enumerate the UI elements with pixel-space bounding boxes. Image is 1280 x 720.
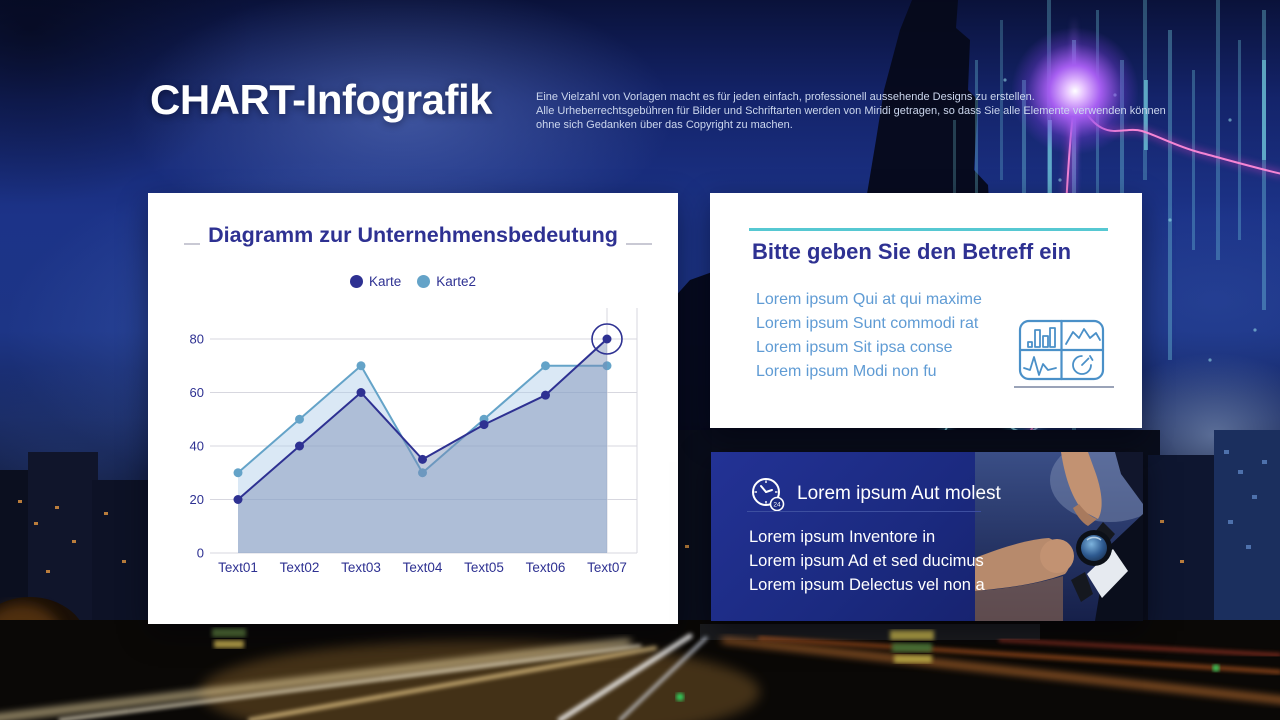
- svg-text:Text01: Text01: [218, 560, 258, 575]
- purple-lens-flare: [1012, 25, 1138, 157]
- wristwatch-photo: [975, 452, 1143, 621]
- accent-line: [749, 228, 1108, 231]
- header-description: Eine Vielzahl von Vorlagen macht es für …: [536, 90, 1166, 132]
- chart-title: Diagramm zur Unternehmensbedeutung: [148, 223, 678, 248]
- svg-text:Text04: Text04: [403, 560, 443, 575]
- chart-legend: Karte Karte2: [148, 274, 678, 289]
- svg-text:80: 80: [190, 332, 204, 347]
- svg-text:40: 40: [190, 439, 204, 454]
- svg-text:Text03: Text03: [341, 560, 381, 575]
- svg-text:Text02: Text02: [280, 560, 320, 575]
- svg-text:Text07: Text07: [587, 560, 627, 575]
- svg-text:60: 60: [190, 385, 204, 400]
- highway-light-trails: [0, 620, 1280, 720]
- legend-item: Karte2: [417, 274, 476, 289]
- description-line: ohne sich Gedanken über das Copyright zu…: [536, 119, 793, 131]
- list-item: Lorem ipsum Inventore in: [749, 528, 936, 546]
- time-item-list: Lorem ipsum Inventore in Lorem ipsum Ad …: [749, 525, 985, 597]
- svg-text:24: 24: [773, 501, 781, 508]
- legend-dot: [349, 275, 363, 288]
- chart-card: Diagramm zur Unternehmensbedeutung Karte…: [148, 193, 678, 624]
- icon-underline: [1014, 386, 1114, 388]
- time-card-header: 24 Lorem ipsum Aut molest: [747, 474, 1001, 514]
- time-card: 24 Lorem ipsum Aut molest Lorem ipsum In…: [711, 452, 1143, 621]
- dashboard-charts-icon: [1018, 319, 1105, 381]
- list-item: Lorem ipsum Sit ipsa conse: [756, 339, 953, 356]
- clock-24-icon: 24: [752, 478, 785, 512]
- time-card-title: Lorem ipsum Aut molest: [797, 483, 1001, 504]
- legend-item: Karte: [349, 274, 401, 289]
- description-line: Alle Urheberrechtsgebühren für Bilder un…: [536, 105, 1166, 117]
- page-title: CHART-Infografik: [150, 76, 493, 123]
- traffic-light-green: [676, 693, 684, 701]
- list-item: Lorem ipsum Sunt commodi rat: [756, 315, 979, 332]
- subject-card-title: Bitte geben Sie den Betreff ein: [752, 239, 1072, 264]
- list-item: Lorem ipsum Ad et sed ducimus: [749, 552, 984, 570]
- legend-dot: [417, 275, 431, 288]
- svg-text:20: 20: [190, 492, 204, 507]
- list-item: Lorem ipsum Delectus vel non a: [749, 576, 985, 594]
- subject-card: Bitte geben Sie den Betreff ein Lorem ip…: [710, 193, 1142, 428]
- divider-line: [747, 511, 981, 512]
- description-line: Eine Vielzahl von Vorlagen macht es für …: [536, 91, 1035, 103]
- svg-text:Text05: Text05: [464, 560, 504, 575]
- svg-text:Text06: Text06: [526, 560, 566, 575]
- highway-signs: [212, 628, 934, 663]
- list-item: Lorem ipsum Modi non fu: [756, 363, 937, 380]
- list-item: Lorem ipsum Qui at qui maxime: [756, 291, 982, 308]
- svg-text:0: 0: [197, 546, 204, 561]
- subject-item-list: Lorem ipsum Qui at qui maxime Lorem ipsu…: [756, 288, 982, 384]
- area-line-chart: 0 20 40 60 80 Text01 Text02 Text03 Text04 Text05 T…: [190, 308, 638, 575]
